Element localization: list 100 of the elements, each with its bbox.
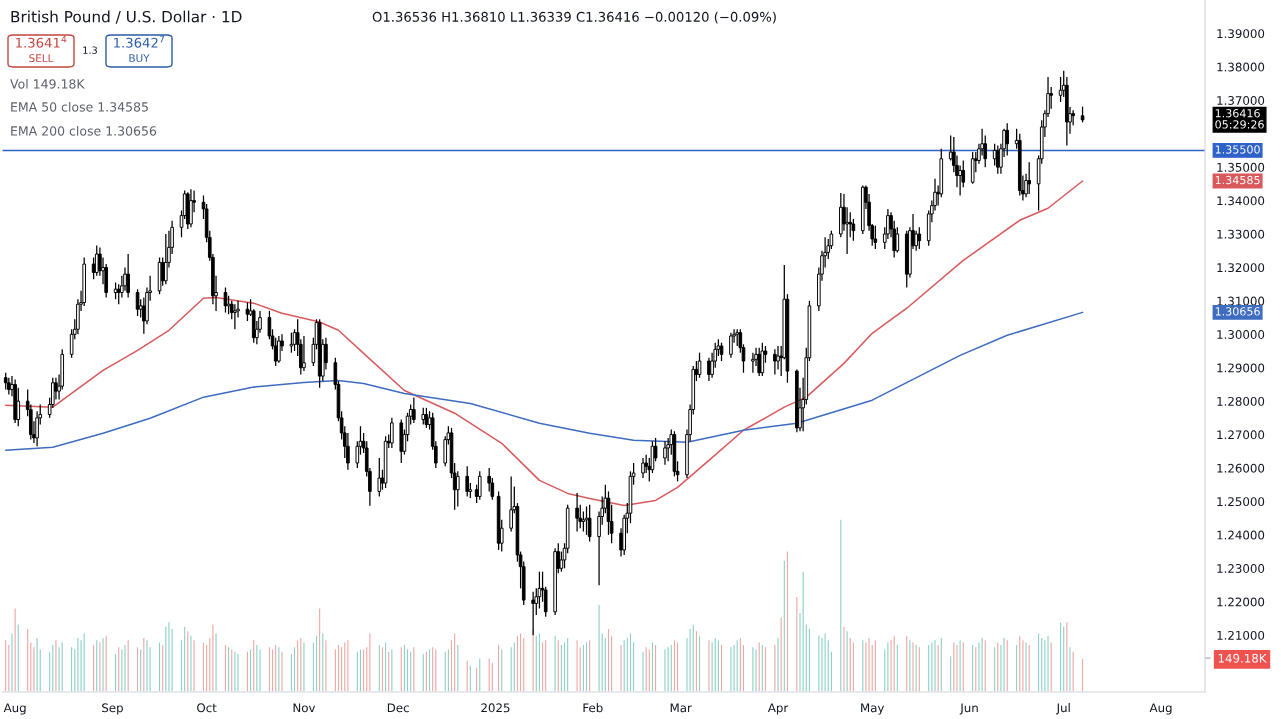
- bar: [104, 634, 109, 692]
- bar: [565, 636, 570, 692]
- y-tick-label: 1.32000: [1217, 263, 1265, 273]
- bar: [521, 636, 526, 692]
- x-tick-label: 2025: [481, 703, 510, 713]
- y-tick-label: 1.37000: [1217, 96, 1265, 105]
- candlestick: [245, 301, 250, 322]
- candlestick: [455, 470, 460, 508]
- x-tick-label: Dec: [387, 703, 409, 713]
- candlestick: [895, 226, 900, 254]
- bar: [60, 641, 65, 692]
- bar: [838, 518, 843, 692]
- y-tick-label: 1.31000: [1217, 296, 1265, 306]
- candlestick: [581, 510, 586, 533]
- candlestick: [970, 151, 975, 185]
- bar: [236, 652, 240, 692]
- candlestick: [719, 342, 724, 362]
- annotation: 1.3642$^{7}$: [114, 35, 165, 48]
- bar: [333, 648, 338, 692]
- bar: [1071, 650, 1076, 692]
- candlestick: [477, 470, 482, 501]
- annotation: SELL: [29, 54, 54, 63]
- candlestick: [233, 303, 237, 330]
- candlestick: [848, 211, 853, 238]
- candlestick: [302, 335, 306, 372]
- bar: [807, 627, 812, 692]
- line-series: [4, 180, 1084, 507]
- candlestick: [91, 256, 96, 280]
- candlestick: [729, 332, 733, 359]
- bar: [468, 663, 473, 692]
- x-tick-label: May: [861, 703, 885, 715]
- candlestick: [164, 233, 168, 285]
- candlestick: [509, 475, 513, 533]
- candlestick: [135, 288, 140, 317]
- candlestick: [1027, 161, 1031, 195]
- annotation: EMA 50 close 1.34585: [11, 101, 148, 112]
- annotation: 1.3641$^{4}$: [16, 35, 67, 48]
- bar: [126, 638, 131, 692]
- x-tick-label: Aug: [3, 703, 26, 715]
- text: 1.36416 05:29:26: [1215, 109, 1264, 129]
- y-tick-label: 1.23000: [1217, 564, 1265, 573]
- text: 1.34585: [1215, 175, 1260, 185]
- candlestick: [277, 335, 281, 364]
- candlestick: [377, 457, 382, 498]
- candlestick: [751, 352, 755, 374]
- annotation: Vol 149.18K: [10, 78, 85, 89]
- x-tick-label: Jun: [959, 703, 978, 715]
- y-tick-label: 1.24000: [1217, 530, 1265, 540]
- bar: [477, 657, 482, 692]
- y-tick-label: 1.25000: [1217, 497, 1265, 507]
- bar: [280, 650, 284, 692]
- x-tick-label: Aug: [1149, 703, 1172, 715]
- ref-line-label: 1.35500: [1215, 145, 1260, 154]
- y-tick-label: 1.21000: [1217, 630, 1265, 640]
- bar: [258, 648, 262, 692]
- bar: [367, 632, 372, 692]
- candlestick: [1049, 86, 1053, 110]
- bar: [939, 636, 944, 692]
- bar: [82, 632, 87, 692]
- bar: [672, 638, 677, 692]
- bar: [851, 641, 856, 692]
- candlestick: [412, 396, 416, 424]
- y2-tick-label: 149.18K: [1218, 653, 1267, 663]
- bar: [785, 550, 790, 692]
- candlestick: [289, 332, 294, 354]
- line-series: [4, 311, 1084, 452]
- candlestick: [54, 377, 58, 401]
- y-tick-label: 1.33000: [1217, 229, 1265, 239]
- x-tick-label: Apr: [767, 703, 789, 715]
- y-tick-label: 1.39000: [1217, 29, 1265, 39]
- bar: [675, 641, 680, 692]
- y-tick-label: 1.27000: [1217, 430, 1265, 440]
- bar: [499, 648, 504, 692]
- x-tick-label: Feb: [583, 703, 603, 713]
- bar: [302, 641, 306, 692]
- bar: [1080, 657, 1085, 692]
- annotation: BUY: [129, 54, 150, 63]
- y-tick-label: 1.38000: [1217, 62, 1265, 72]
- candlestick: [126, 253, 130, 299]
- y-tick-label: 1.35000: [1217, 162, 1265, 172]
- x-tick-label: Sep: [102, 703, 123, 715]
- candlestick: [1005, 122, 1010, 157]
- candlestick: [223, 286, 228, 314]
- y-tick-label: 1.29000: [1217, 363, 1265, 373]
- y-tick-label: 1.28000: [1217, 396, 1265, 406]
- x-tick-label: Mar: [670, 703, 692, 713]
- y-tick-label: 1.22000: [1217, 597, 1265, 607]
- bar: [192, 638, 197, 692]
- candlestick: [587, 504, 592, 543]
- text: 1.30656: [1215, 307, 1260, 316]
- candlestick: [16, 387, 21, 427]
- text: O1.36536 H1.36810 L1.36339 C1.36416 −0.00120 (−0.09%): [372, 11, 776, 24]
- candlestick: [873, 225, 878, 250]
- candlestick: [641, 457, 645, 479]
- bar: [490, 661, 495, 692]
- x-tick-label: Jul: [1055, 703, 1070, 715]
- candlestick: [663, 440, 667, 466]
- bar: [873, 638, 878, 692]
- bar: [411, 645, 416, 692]
- annotation: 1.3: [83, 46, 97, 54]
